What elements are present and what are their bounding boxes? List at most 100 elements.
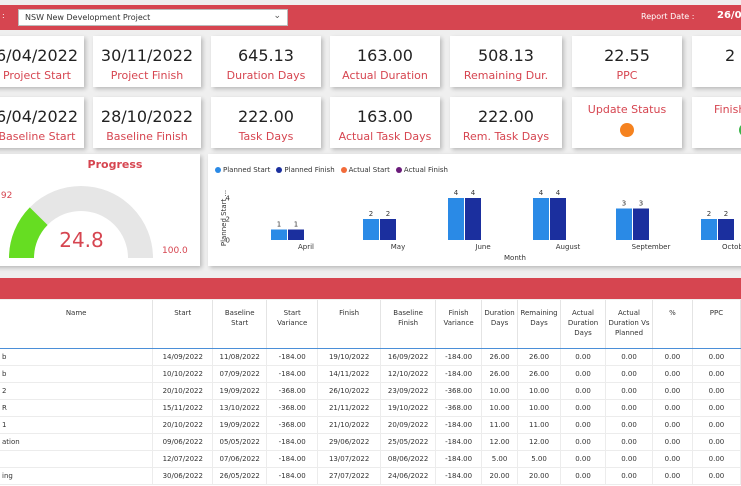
status-caption: Update Status <box>587 103 667 116</box>
column-header[interactable]: Start <box>152 300 214 349</box>
column-header[interactable]: Name <box>0 300 154 349</box>
table-cell: 0.00 <box>692 416 741 434</box>
kpi-card-partial: 2 <box>692 36 741 87</box>
data-label: 1 <box>277 221 281 229</box>
task-name-cell: R <box>0 399 154 417</box>
bar <box>380 219 396 240</box>
column-header[interactable]: Actual Duration Vs Planned <box>605 300 653 349</box>
table-cell: -368.00 <box>266 399 319 417</box>
x-tick-label: May <box>391 243 405 251</box>
kpi-card-task-days: 222.00 Task Days <box>211 97 321 148</box>
table-cell: 0.00 <box>652 416 693 434</box>
table-cell: 30/06/2022 <box>152 467 214 485</box>
legend-item[interactable]: Actual Start <box>340 166 390 174</box>
table-cell: 12/10/2022 <box>380 365 437 383</box>
column-header[interactable]: % <box>652 300 693 349</box>
progress-gauge-card: Progress .92 24.8 100.0 <box>0 154 200 266</box>
kpi-caption: Rem. Task Days <box>462 130 550 143</box>
table-cell: 0.00 <box>652 365 693 383</box>
table-cell: 0.00 <box>560 365 606 383</box>
gauge-max-label: 100.0 <box>162 246 188 256</box>
table-cell: -368.00 <box>266 416 319 434</box>
table-row[interactable]: b 14/09/2022 11/08/2022 -184.00 19/10/2022 16… <box>0 348 741 366</box>
task-name-cell: b <box>0 365 154 383</box>
legend-item[interactable]: Planned Start <box>215 166 270 174</box>
column-header[interactable]: Duration Days <box>481 300 519 349</box>
data-label: 3 <box>622 200 626 208</box>
bar <box>288 229 304 240</box>
project-dropdown[interactable]: NSW New Development Project ⌄ <box>18 9 288 26</box>
table-cell: 11/08/2022 <box>212 348 268 366</box>
table-row[interactable]: 2 20/10/2022 19/09/2022 -368.00 26/10/2022 23… <box>0 382 741 400</box>
table-cell: 5.00 <box>517 450 562 468</box>
y-tick-label: 0 <box>226 237 230 245</box>
table-cell: 15/11/2022 <box>152 399 214 417</box>
table-cell: 20.00 <box>481 467 519 485</box>
kpi-caption: Task Days <box>238 130 294 143</box>
column-header[interactable]: Baseline Finish <box>380 300 437 349</box>
legend-label: Actual Start <box>348 166 390 174</box>
data-label: 1 <box>294 221 298 229</box>
legend-item[interactable]: Planned Finish <box>276 166 335 174</box>
x-tick-label: September <box>632 243 671 251</box>
table-cell: -184.00 <box>435 416 483 434</box>
table-cell: -368.00 <box>266 382 319 400</box>
task-name-cell: b <box>0 348 154 366</box>
table-cell: 0.00 <box>652 450 693 468</box>
table-cell: 10.00 <box>481 382 519 400</box>
table-cell: 26.00 <box>517 365 562 383</box>
task-name-cell <box>0 450 154 468</box>
table-row[interactable]: ation 09/06/2022 05/05/2022 -184.00 29/06/20… <box>0 433 741 451</box>
table-row[interactable]: R 15/11/2022 13/10/2022 -368.00 21/11/2022 19… <box>0 399 741 417</box>
table-cell: 13/10/2022 <box>212 399 268 417</box>
bar-chart: 0 2 4 1 1 April 2 2 May 4 4 June 4 4 August 3 3 September… <box>226 189 741 262</box>
kpi-card-baseline-finish: 28/10/2022 Baseline Finish <box>93 97 201 148</box>
x-tick-label: April <box>298 243 314 251</box>
column-header[interactable]: Finish <box>317 300 382 349</box>
table-cell: 19/09/2022 <box>212 382 268 400</box>
table-cell: 0.00 <box>605 382 653 400</box>
table-cell: 0.00 <box>560 399 606 417</box>
column-header[interactable]: PPC <box>692 300 741 349</box>
table-cell: 0.00 <box>560 348 606 366</box>
table-row[interactable]: 1 20/10/2022 19/09/2022 -368.00 21/10/2022 20… <box>0 416 741 434</box>
table-cell: 08/06/2022 <box>380 450 437 468</box>
table-cell: 0.00 <box>692 382 741 400</box>
table-row[interactable]: 12/07/2022 07/06/2022 -184.00 13/07/2022 08/… <box>0 450 741 468</box>
report-date-value: 26/04 <box>717 10 741 21</box>
table-cell: 20/10/2022 <box>152 382 214 400</box>
column-header[interactable]: Start Variance <box>266 300 319 349</box>
kpi-card-ppc: 22.55 PPC <box>572 36 682 87</box>
task-table-container: Name Start Baseline Start Start Variance Fin… <box>0 300 741 486</box>
kpi-value: 508.13 <box>478 46 534 65</box>
project-dropdown-value: NSW New Development Project <box>25 13 151 22</box>
column-header[interactable]: Finish Variance <box>435 300 483 349</box>
column-header[interactable]: Baseline Start <box>212 300 268 349</box>
legend-label: Planned Start <box>223 166 271 174</box>
column-header[interactable]: Actual Duration Days <box>560 300 606 349</box>
status-card-update: Update Status <box>572 97 682 148</box>
table-cell: -184.00 <box>266 450 319 468</box>
y-tick-label: 4 <box>226 195 231 203</box>
kpi-caption: Remaining Dur. <box>463 69 549 82</box>
section-header-bar <box>0 278 741 299</box>
legend-dot <box>276 167 283 173</box>
kpi-value: 163.00 <box>357 46 413 65</box>
table-cell: -184.00 <box>435 467 483 485</box>
planned-chart-card: Planned Start Planned Finish Actual Star… <box>208 154 741 266</box>
table-cell: 21/11/2022 <box>317 399 382 417</box>
gauge-min-label: .92 <box>0 191 13 201</box>
table-row[interactable]: ing 30/06/2022 26/05/2022 -184.00 27/07/2022… <box>0 467 741 485</box>
legend-item[interactable]: Actual Finish <box>395 166 448 174</box>
column-header[interactable]: Remaining Days <box>517 300 562 349</box>
table-row[interactable]: b 10/10/2022 07/09/2022 -184.00 14/11/2022 12… <box>0 365 741 383</box>
data-label: 2 <box>707 210 711 218</box>
kpi-caption: Project Finish <box>110 69 184 82</box>
kpi-caption: Actual Task Days <box>338 130 432 143</box>
table-cell: 25/05/2022 <box>380 433 437 451</box>
chevron-down-icon[interactable]: ⌄ <box>273 11 281 21</box>
kpi-value: 6/04/2022 <box>0 107 79 126</box>
table-cell: 0.00 <box>605 399 653 417</box>
legend-label: Actual Finish <box>403 166 448 174</box>
